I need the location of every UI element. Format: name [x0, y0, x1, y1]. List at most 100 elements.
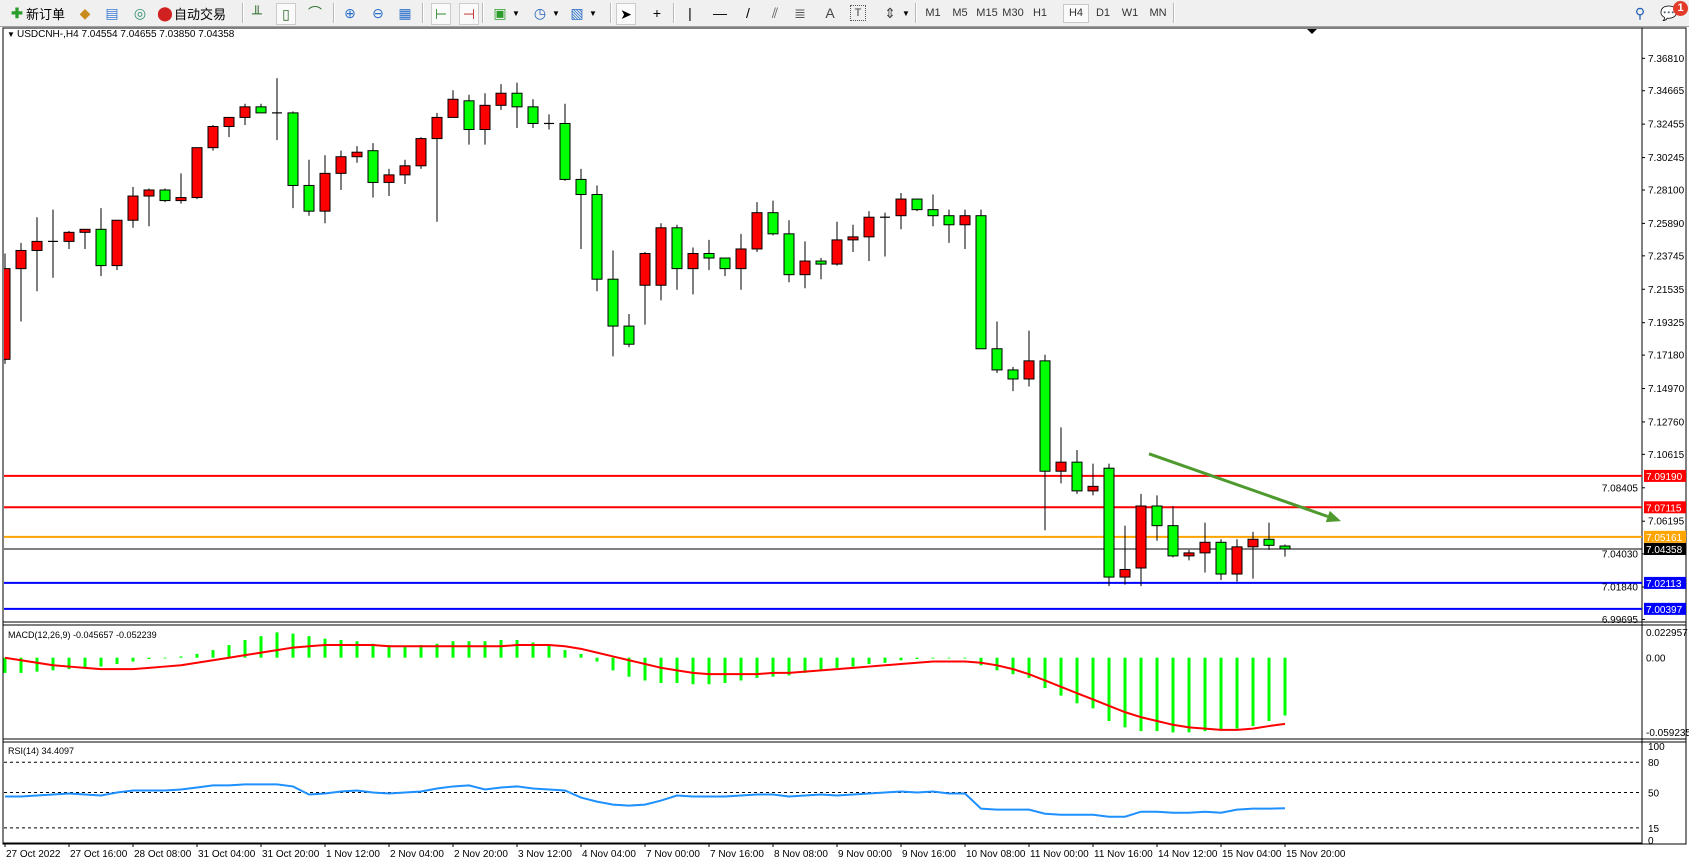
macd-histogram-bar [1251, 657, 1255, 727]
bar-chart-button[interactable]: ╨ [248, 3, 266, 23]
vertical-line-button[interactable]: | [681, 3, 699, 23]
macd-histogram-bar [595, 657, 599, 662]
toolbar: ✚ 新订单 ◆ ▤ ◎ ⬤ 自动交易 ╨ ▯ ⌒ ⊕ ⊖ ▦ ⊢ ⊣ ▣ ▼ ◷ ▼… [0, 0, 1689, 27]
candle [895, 193, 907, 230]
candle-body [959, 215, 971, 226]
candle [495, 84, 507, 110]
chart-menu-triangle-icon[interactable]: ▼ [7, 30, 15, 39]
price-level-label: 7.04358 [1646, 545, 1683, 556]
trend-arrow-head-icon[interactable] [1325, 510, 1341, 523]
market-watch-button[interactable]: ◆ [76, 3, 94, 23]
candle [911, 198, 923, 212]
periods-button[interactable]: ◷ ▼ [531, 3, 560, 23]
timeframe-m15[interactable]: M15 [976, 7, 998, 19]
periods-clock-icon: ◷ [533, 5, 547, 21]
candle [287, 111, 299, 209]
chart-shift-button[interactable]: ⊣ [459, 3, 479, 25]
macd-histogram-bar [915, 657, 919, 659]
timeframe-w1[interactable]: W1 [1121, 7, 1139, 19]
price-label-bg [1644, 602, 1686, 615]
candle [111, 219, 123, 271]
timeframe-m30[interactable]: M30 [1002, 7, 1024, 19]
arrows-button[interactable]: ⇕ ▼ [881, 3, 910, 23]
horizontal-line-button[interactable]: — [711, 3, 729, 23]
candle [431, 112, 443, 222]
candle-body [1263, 538, 1275, 546]
timeframe-m5[interactable]: M5 [952, 7, 968, 19]
candle [223, 116, 235, 138]
separator [482, 3, 484, 23]
equidistant-channel-button[interactable]: ⫽ [766, 3, 784, 23]
zoom-out-button[interactable]: ⊖ [369, 3, 387, 23]
line-chart-button[interactable]: ⌒ [306, 3, 324, 23]
candle [607, 250, 619, 357]
templates-button[interactable]: ▧ ▼ [568, 3, 597, 23]
search-button[interactable]: ⚲ [1631, 3, 1649, 23]
zoom-in-button[interactable]: ⊕ [341, 3, 359, 23]
cursor-button[interactable]: ➤ [616, 3, 636, 25]
macd-histogram-bar [163, 657, 167, 659]
timeframe-h1[interactable]: H1 [1032, 7, 1048, 19]
notification-badge: 1 [1673, 1, 1688, 16]
crosshair-button[interactable]: + [648, 3, 666, 23]
macd-histogram-bar [1203, 657, 1207, 732]
candle-body [159, 189, 171, 202]
candle-body [1039, 360, 1051, 472]
new-order-button[interactable]: ✚ 新订单 [8, 3, 65, 23]
price-label-bg [1644, 542, 1686, 555]
candle-body [1071, 461, 1083, 492]
candle-body [143, 189, 155, 197]
navigator-icon: ▤ [105, 5, 119, 21]
candle [303, 159, 315, 216]
candle-body [1279, 545, 1291, 550]
timeframe-d1[interactable]: D1 [1095, 7, 1111, 19]
candle [335, 150, 347, 190]
timeframe-h4[interactable]: H4 [1063, 4, 1089, 23]
candle-body [1167, 525, 1179, 557]
text-button[interactable]: A [821, 3, 839, 23]
fibonacci-button[interactable]: ≣ [791, 3, 809, 23]
price-tick-label: 7.01840 [1602, 583, 1639, 594]
macd-histogram-bar [499, 639, 503, 658]
auto-trading-button[interactable]: ⬤ 自动交易 [156, 3, 226, 23]
candle [799, 241, 811, 289]
candle [239, 103, 251, 125]
chart-shift-marker-icon[interactable] [1307, 29, 1317, 34]
price-level-label: 7.05161 [1646, 533, 1683, 544]
candle [1039, 354, 1051, 531]
rsi-line [5, 783, 1286, 818]
price-level-label: 7.02113 [1646, 579, 1682, 590]
macd-histogram-bar [1171, 657, 1175, 733]
candle [847, 224, 859, 252]
timeframe-m1[interactable]: M1 [925, 7, 941, 19]
signals-button[interactable]: ◎ [131, 3, 149, 23]
macd-histogram-bar [1011, 657, 1015, 675]
candle-body [863, 216, 875, 238]
candle [639, 251, 651, 325]
candle-body [127, 195, 139, 221]
candle [751, 202, 763, 252]
macd-histogram-bar [803, 657, 807, 673]
trendline-button[interactable]: / [739, 3, 757, 23]
candle [511, 82, 523, 129]
new-chart-button[interactable]: ▣ ▼ [491, 3, 520, 23]
macd-histogram-bar [243, 639, 247, 658]
navigator-button[interactable]: ▤ [103, 3, 121, 23]
timeframe-mn[interactable]: MN [1149, 7, 1167, 19]
candle [399, 159, 411, 184]
candle [79, 228, 91, 249]
macd-histogram-bar [1091, 657, 1095, 709]
text-label-button[interactable]: T [850, 3, 866, 23]
macd-histogram-bar [643, 657, 647, 681]
tile-windows-button[interactable]: ▦ [396, 3, 414, 23]
candlestick-chart-button[interactable]: ▯ [276, 3, 296, 25]
new-order-label: 新订单 [26, 6, 66, 22]
macd-tick-label: 0.00 [1646, 654, 1666, 665]
autoscroll-button[interactable]: ⊢ [431, 3, 451, 25]
separator [422, 3, 424, 23]
time-tick-label: 11 Nov 16:00 [1094, 849, 1153, 860]
macd-histogram-bar [131, 657, 135, 662]
trend-arrow-line[interactable] [1148, 452, 1329, 518]
candle [959, 209, 971, 249]
